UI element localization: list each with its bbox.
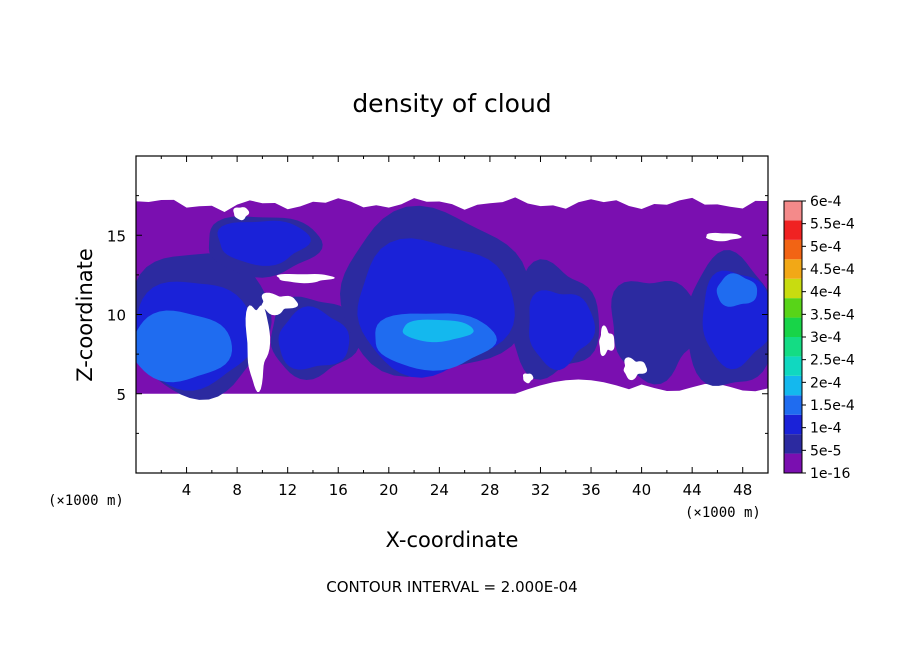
chart-title: density of cloud <box>352 89 551 118</box>
colorbar-label: 5.5e-4 <box>810 217 855 233</box>
x-tick-label: 12 <box>278 481 297 499</box>
colorbar-label: 1e-4 <box>810 421 842 437</box>
x-unit-left: (×1000 m) <box>48 493 124 509</box>
colorbar-label: 4.5e-4 <box>810 262 855 278</box>
colorbar-label: 1e-16 <box>810 466 850 482</box>
y-axis-ticks: 5 10 15 <box>107 195 768 434</box>
x-tick-label: 36 <box>581 481 600 499</box>
contour-5e-5-region <box>611 281 703 385</box>
y-axis-title: Z-coordinate <box>73 248 97 382</box>
colorbar-swatch <box>784 317 802 337</box>
cloud-free-hole <box>233 207 250 221</box>
x-tick-label: 4 <box>182 481 192 499</box>
cloud-free-hole <box>261 292 299 316</box>
x-tick-label: 20 <box>379 481 398 499</box>
x-tick-label: 40 <box>632 481 651 499</box>
colorbar-label: 2.5e-4 <box>810 353 855 369</box>
colorbar-swatch <box>784 259 802 279</box>
contour-1e-4-region <box>529 290 596 371</box>
colorbar-swatch <box>784 414 802 435</box>
cloud-free-hole <box>706 232 742 242</box>
x-tick-label: 24 <box>430 481 449 499</box>
x-axis-ticks: 4 8 12 16 20 24 28 32 36 40 44 48 <box>160 156 752 499</box>
x-tick-label: 8 <box>232 481 242 499</box>
colorbar-swatch <box>784 201 802 221</box>
colorbar-label: 2e-4 <box>810 375 842 391</box>
contour-field <box>136 197 768 400</box>
y-tick-label: 10 <box>107 307 126 325</box>
colorbar-label: 5e-5 <box>810 443 841 459</box>
colorbar-label: 3e-4 <box>810 330 842 346</box>
colorbar-swatch <box>784 434 802 454</box>
x-unit-right: (×1000 m) <box>685 505 761 521</box>
x-axis-title: X-coordinate <box>386 528 519 552</box>
x-tick-label: 16 <box>329 481 348 499</box>
cloud-free-hole <box>599 325 615 357</box>
colorbar-swatch <box>784 395 802 415</box>
colorbar-swatch <box>784 298 802 318</box>
contour-1e-4-region <box>217 220 311 266</box>
contour-interval-note: CONTOUR INTERVAL = 2.000E-04 <box>326 578 577 596</box>
colorbar-label: 6e-4 <box>810 194 842 210</box>
colorbar-swatch <box>784 239 802 260</box>
colorbar-swatch <box>784 356 802 376</box>
y-tick-label: 5 <box>116 386 126 404</box>
cloud-free-hole <box>623 357 648 381</box>
colorbar-swatch <box>784 337 802 357</box>
contour-1e-4-region <box>278 306 350 370</box>
colorbar-label: 1.5e-4 <box>810 398 855 414</box>
cloud-free-hole <box>245 305 271 392</box>
x-tick-label: 32 <box>531 481 550 499</box>
x-tick-label: 44 <box>683 481 702 499</box>
colorbar-swatch <box>784 278 802 299</box>
contour-1.5e-4-region <box>136 310 232 383</box>
x-tick-label: 28 <box>480 481 499 499</box>
colorbar-swatch <box>784 375 802 396</box>
contour-2e-4-region <box>402 319 474 343</box>
cloud-free-hole <box>523 373 534 384</box>
colorbar-label: 3.5e-4 <box>810 307 855 323</box>
colorbar: 1e-16 5e-5 1e-4 1.5e-4 2e-4 2.5e-4 3e-4 3.5e-4 4… <box>783 194 855 482</box>
x-tick-label: 48 <box>733 481 752 499</box>
contour-1.5e-4-region <box>716 273 758 307</box>
colorbar-label: 5e-4 <box>810 239 842 255</box>
colorbar-swatch <box>784 453 802 473</box>
colorbar-swatch <box>784 220 802 240</box>
colorbar-label: 4e-4 <box>810 285 842 301</box>
cloud-free-hole <box>276 274 335 284</box>
y-tick-label: 15 <box>107 227 126 245</box>
